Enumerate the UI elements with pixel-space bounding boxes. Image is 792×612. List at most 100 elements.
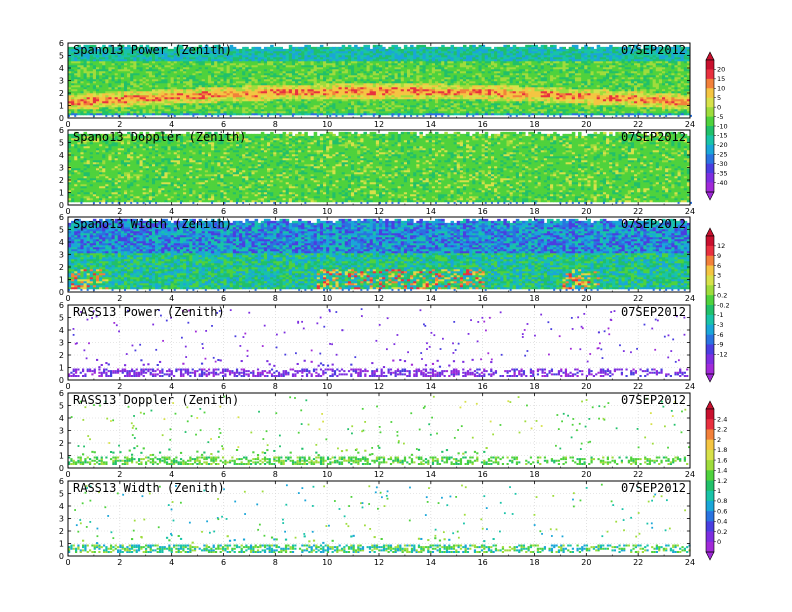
- heatmap-cell: [211, 104, 215, 108]
- heatmap-cell: [189, 78, 193, 82]
- heatmap-cell: [68, 48, 72, 52]
- heatmap-cell: [173, 50, 178, 54]
- heatmap-cell: [68, 82, 72, 86]
- heatmap-cell: [189, 110, 193, 114]
- heatmap-cell: [161, 58, 165, 62]
- heatmap-cell: [179, 70, 184, 74]
- heatmap-cell: [74, 78, 78, 82]
- heatmap-cell: [201, 52, 206, 56]
- heatmap-cell: [102, 112, 106, 116]
- heatmap-cell: [102, 78, 106, 82]
- heatmap-cell: [136, 104, 140, 108]
- heatmap-cell: [170, 88, 175, 92]
- heatmap-cell: [105, 110, 109, 114]
- heatmap-cell: [120, 78, 125, 82]
- heatmap-cell: [183, 102, 187, 106]
- heatmap-cell: [161, 60, 165, 64]
- heatmap-cell: [198, 64, 203, 68]
- heatmap-cell: [83, 64, 88, 68]
- heatmap-cell: [164, 96, 168, 100]
- heatmap-cell: [120, 68, 125, 72]
- heatmap-cell: [86, 62, 91, 66]
- heatmap-cell: [192, 48, 196, 52]
- heatmap-cell: [189, 62, 193, 66]
- heatmap-cell: [74, 92, 78, 96]
- heatmap-cell: [183, 94, 187, 98]
- heatmap-cell: [136, 92, 140, 96]
- heatmap-cell: [77, 104, 81, 108]
- heatmap-cell: [133, 110, 137, 114]
- heatmap-cell: [192, 60, 196, 64]
- heatmap-cell: [145, 46, 150, 50]
- heatmap-cell: [77, 110, 81, 114]
- heatmap-cell: [186, 86, 190, 90]
- heatmap-cell: [89, 70, 94, 74]
- heatmap-cell: [158, 46, 162, 50]
- heatmap-cell: [130, 92, 134, 96]
- heatmap-cell: [434, 46, 439, 50]
- heatmap-cell: [68, 54, 72, 58]
- heatmap-cell: [80, 78, 84, 82]
- heatmap-cell: [108, 50, 112, 54]
- heatmap-cell: [71, 56, 75, 60]
- heatmap-cell: [68, 96, 72, 100]
- heatmap-cell: [83, 56, 88, 60]
- heatmap-cell: [198, 84, 203, 88]
- heatmap-cell: [114, 78, 119, 82]
- heatmap-cell: [142, 80, 147, 84]
- heatmap-cell: [139, 66, 144, 70]
- heatmap-cell: [80, 64, 84, 68]
- heatmap-cell: [254, 46, 259, 50]
- heatmap-cell: [142, 74, 147, 78]
- heatmap-cell: [148, 90, 153, 94]
- heatmap-cell: [382, 46, 386, 50]
- heatmap-cell: [95, 92, 100, 96]
- heatmap-cell: [89, 76, 94, 80]
- heatmap-cell: [459, 46, 464, 50]
- heatmap-cell: [74, 112, 78, 116]
- heatmap-cell: [192, 78, 196, 82]
- heatmap-cell: [204, 82, 209, 86]
- heatmap-cell: [102, 74, 106, 78]
- heatmap-cell: [95, 74, 100, 78]
- heatmap-cell: [214, 104, 218, 108]
- heatmap-cell: [83, 70, 88, 74]
- heatmap-cell: [117, 76, 122, 80]
- heatmap-cell: [123, 106, 128, 110]
- heatmap-cell: [74, 68, 78, 72]
- heatmap-cell: [164, 60, 168, 64]
- heatmap-cell: [145, 102, 150, 106]
- heatmap-cell: [151, 74, 156, 78]
- heatmap-cell: [117, 54, 122, 58]
- heatmap-cell: [176, 78, 181, 82]
- heatmap-cell: [95, 70, 100, 74]
- heatmap-cell: [167, 98, 172, 102]
- heatmap-cell: [105, 66, 109, 70]
- heatmap-cell: [105, 80, 109, 84]
- heatmap-cell: [204, 94, 209, 98]
- heatmap-cell: [441, 44, 445, 48]
- heatmap-cell: [183, 100, 187, 104]
- heatmap-cell: [92, 50, 97, 54]
- heatmap-cell: [74, 48, 78, 52]
- heatmap-cell: [80, 82, 84, 86]
- heatmap-cell: [142, 70, 147, 74]
- heatmap-cell: [77, 60, 81, 64]
- heatmap-cell: [136, 100, 140, 104]
- heatmap-cell: [89, 100, 94, 104]
- heatmap-cell: [136, 84, 140, 88]
- heatmap-cell: [130, 84, 134, 88]
- heatmap-cell: [120, 76, 125, 80]
- heatmap-cell: [183, 84, 187, 88]
- heatmap-cell: [148, 50, 153, 54]
- heatmap-cell: [179, 88, 184, 92]
- heatmap-cell: [170, 62, 175, 66]
- heatmap-cell: [102, 56, 106, 60]
- heatmap-cell: [425, 46, 430, 50]
- heatmap-cell: [183, 56, 187, 60]
- heatmap-cell: [105, 68, 109, 72]
- heatmap-cell: [211, 64, 215, 68]
- heatmap-cell: [83, 108, 88, 112]
- heatmap-cell: [170, 104, 175, 108]
- heatmap-cell: [189, 46, 193, 50]
